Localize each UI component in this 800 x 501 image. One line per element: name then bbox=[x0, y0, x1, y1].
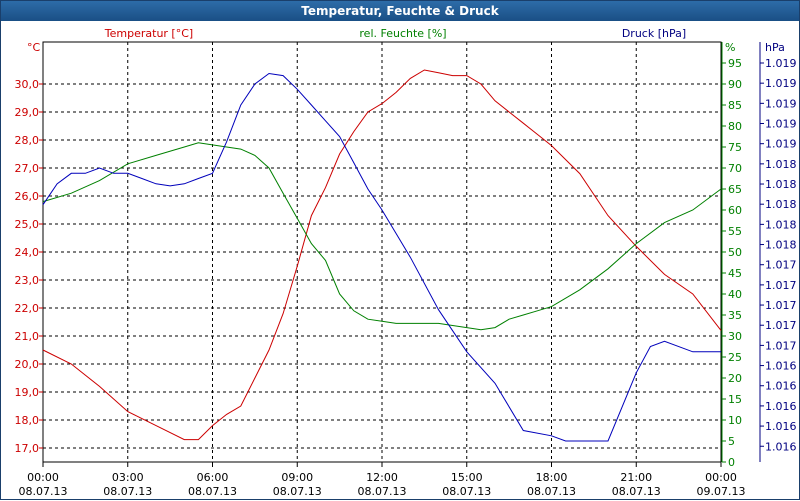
left-axis-unit: °C bbox=[27, 41, 41, 54]
right2-axis-tick-label: 1.018 bbox=[765, 158, 797, 171]
right1-axis-tick-label: 85 bbox=[728, 99, 742, 112]
right1-axis-tick-label: 60 bbox=[728, 204, 742, 217]
right2-axis-tick-label: 1.017 bbox=[765, 339, 797, 352]
left-axis-tick-label: 27,0 bbox=[15, 162, 40, 175]
x-tick-label-time: 18:00 bbox=[536, 471, 568, 484]
left-axis-tick-label: 17,0 bbox=[15, 442, 40, 455]
left-axis-tick-label: 21,0 bbox=[15, 330, 40, 343]
right1-axis-tick-label: 65 bbox=[728, 183, 742, 196]
left-axis-tick-label: 25,0 bbox=[15, 218, 40, 231]
left-axis-tick-label: 23,0 bbox=[15, 274, 40, 287]
x-tick-label-time: 12:00 bbox=[366, 471, 398, 484]
grid bbox=[42, 41, 722, 463]
x-tick-label-date: 08.07.13 bbox=[442, 485, 491, 498]
left-axis-tick-label: 29,0 bbox=[15, 106, 40, 119]
x-tick-label-date: 09.07.13 bbox=[697, 485, 746, 498]
axes-layer: 00:0008.07.1303:0008.07.1306:0008.07.130… bbox=[15, 42, 797, 498]
left-axis-tick-label: 18,0 bbox=[15, 414, 40, 427]
x-tick-label-time: 06:00 bbox=[197, 471, 229, 484]
right1-axis-tick-label: 95 bbox=[728, 57, 742, 70]
right2-axis-name: Druck [hPa] bbox=[622, 27, 686, 40]
right2-axis-tick-label: 1.016 bbox=[765, 380, 797, 393]
right1-axis-name: rel. Feuchte [%] bbox=[359, 27, 446, 40]
right1-axis-tick-label: 35 bbox=[728, 309, 742, 322]
left-axis-tick-label: 30,0 bbox=[15, 78, 40, 91]
right1-axis-tick-label: 75 bbox=[728, 141, 742, 154]
right2-axis-tick-label: 1.017 bbox=[765, 299, 797, 312]
right2-axis-tick-label: 1.016 bbox=[765, 440, 797, 453]
right1-axis-tick-label: 15 bbox=[728, 393, 742, 406]
right1-axis-tick-label: 55 bbox=[728, 225, 742, 238]
x-tick-label-date: 08.07.13 bbox=[527, 485, 576, 498]
right2-axis-tick-label: 1.019 bbox=[765, 138, 797, 151]
right1-axis-tick-label: 70 bbox=[728, 162, 742, 175]
left-axis-tick-label: 19,0 bbox=[15, 386, 40, 399]
left-axis-tick-label: 24,0 bbox=[15, 246, 40, 259]
right1-axis-tick-label: 30 bbox=[728, 330, 742, 343]
x-tick-label-date: 08.07.13 bbox=[19, 485, 68, 498]
left-axis-tick-label: 20,0 bbox=[15, 358, 40, 371]
x-tick-label-date: 08.07.13 bbox=[103, 485, 152, 498]
left-axis-tick-label: 22,0 bbox=[15, 302, 40, 315]
right2-axis-tick-label: 1.018 bbox=[765, 198, 797, 211]
series-line-right1 bbox=[42, 142, 722, 331]
series-line-left bbox=[42, 69, 722, 441]
x-tick-label-date: 08.07.13 bbox=[612, 485, 661, 498]
right1-axis-unit: % bbox=[725, 41, 735, 54]
x-tick-label-time: 00:00 bbox=[705, 471, 737, 484]
x-tick-label-time: 00:00 bbox=[27, 471, 59, 484]
x-tick-label-time: 03:00 bbox=[112, 471, 144, 484]
x-tick-label-date: 08.07.13 bbox=[188, 485, 237, 498]
right1-axis-tick-label: 10 bbox=[728, 414, 742, 427]
left-axis-tick-label: 28,0 bbox=[15, 134, 40, 147]
right2-axis-tick-label: 1.017 bbox=[765, 319, 797, 332]
left-axis-name: Temperatur [°C] bbox=[104, 27, 193, 40]
series-layer bbox=[42, 69, 722, 442]
right2-axis-tick-label: 1.019 bbox=[765, 97, 797, 110]
window-title: Temperatur, Feuchte & Druck bbox=[1, 1, 799, 21]
right1-axis-tick-label: 45 bbox=[728, 267, 742, 280]
right2-axis-tick-label: 1.019 bbox=[765, 118, 797, 131]
right2-axis-tick-label: 1.019 bbox=[765, 77, 797, 90]
right1-axis-tick-label: 5 bbox=[728, 435, 735, 448]
right1-axis-tick-label: 25 bbox=[728, 351, 742, 364]
x-tick-label-time: 15:00 bbox=[451, 471, 483, 484]
right1-axis-tick-label: 0 bbox=[728, 456, 735, 469]
right2-axis-tick-label: 1.016 bbox=[765, 420, 797, 433]
right2-axis-unit: hPa bbox=[765, 41, 785, 54]
right2-axis-tick-label: 1.017 bbox=[765, 259, 797, 272]
right2-axis-tick-label: 1.016 bbox=[765, 360, 797, 373]
right2-axis-tick-label: 1.017 bbox=[765, 279, 797, 292]
left-axis-tick-label: 26,0 bbox=[15, 190, 40, 203]
x-tick-label-time: 09:00 bbox=[281, 471, 313, 484]
right1-axis-tick-label: 50 bbox=[728, 246, 742, 259]
right2-axis-tick-label: 1.018 bbox=[765, 239, 797, 252]
right2-axis-tick-label: 1.016 bbox=[765, 400, 797, 413]
x-tick-label-date: 08.07.13 bbox=[358, 485, 407, 498]
right2-axis-tick-label: 1.018 bbox=[765, 218, 797, 231]
x-tick-label-date: 08.07.13 bbox=[273, 485, 322, 498]
x-tick-label-time: 21:00 bbox=[620, 471, 652, 484]
right2-axis-tick-label: 1.019 bbox=[765, 57, 797, 70]
right1-axis-tick-label: 40 bbox=[728, 288, 742, 301]
right1-axis-tick-label: 20 bbox=[728, 372, 742, 385]
right1-axis-tick-label: 90 bbox=[728, 78, 742, 91]
series-line-right2 bbox=[42, 72, 721, 442]
right2-axis-tick-label: 1.018 bbox=[765, 178, 797, 191]
right1-axis-tick-label: 80 bbox=[728, 120, 742, 133]
